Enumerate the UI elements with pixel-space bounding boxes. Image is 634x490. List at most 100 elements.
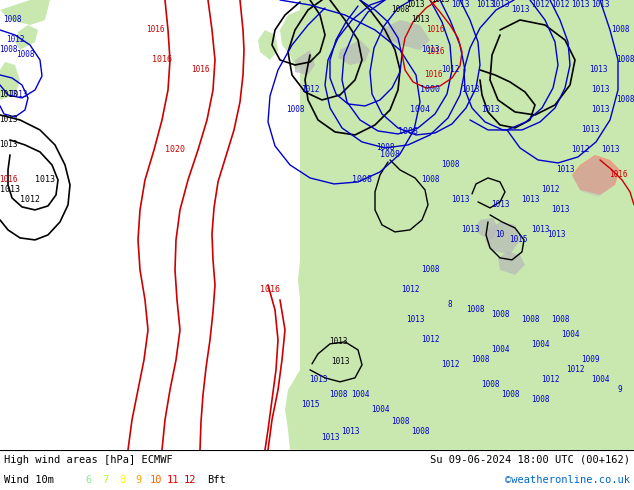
Text: 1013: 1013 bbox=[35, 175, 55, 184]
Text: 1013: 1013 bbox=[406, 316, 424, 324]
Text: 6: 6 bbox=[85, 475, 91, 485]
Text: 1008: 1008 bbox=[421, 266, 439, 274]
Text: 1013: 1013 bbox=[406, 0, 424, 9]
Text: 1013: 1013 bbox=[321, 433, 339, 442]
Polygon shape bbox=[430, 0, 634, 450]
Polygon shape bbox=[280, 10, 315, 70]
Text: 1013: 1013 bbox=[411, 16, 429, 24]
Text: 1013: 1013 bbox=[329, 337, 347, 346]
Text: 1008: 1008 bbox=[616, 96, 634, 104]
Text: 1008: 1008 bbox=[376, 144, 394, 152]
Text: 1004: 1004 bbox=[591, 375, 609, 384]
Text: 1008: 1008 bbox=[501, 391, 519, 399]
Text: 1012: 1012 bbox=[541, 375, 559, 384]
Text: 1008: 1008 bbox=[352, 175, 372, 184]
Text: 1008: 1008 bbox=[3, 16, 22, 24]
Text: 1013: 1013 bbox=[551, 205, 569, 215]
Polygon shape bbox=[258, 30, 278, 60]
Polygon shape bbox=[380, 20, 430, 50]
Text: 1013: 1013 bbox=[0, 141, 17, 149]
Text: 1000: 1000 bbox=[420, 85, 440, 95]
Text: 1008: 1008 bbox=[329, 391, 347, 399]
Text: 1008: 1008 bbox=[531, 395, 549, 404]
Text: 1013: 1013 bbox=[511, 5, 529, 15]
Text: Su 09-06-2024 18:00 UTC (00+162): Su 09-06-2024 18:00 UTC (00+162) bbox=[430, 455, 630, 465]
Text: 1013: 1013 bbox=[9, 91, 27, 99]
Text: 1008: 1008 bbox=[0, 46, 17, 54]
Text: 12: 12 bbox=[184, 475, 197, 485]
Text: 1008: 1008 bbox=[398, 127, 418, 136]
Text: 1008: 1008 bbox=[491, 310, 509, 319]
Text: 1012: 1012 bbox=[441, 66, 459, 74]
Text: 1016: 1016 bbox=[191, 66, 209, 74]
Text: 7: 7 bbox=[102, 475, 108, 485]
Polygon shape bbox=[0, 0, 50, 25]
Text: 1012: 1012 bbox=[551, 0, 569, 9]
Text: 1013: 1013 bbox=[331, 357, 349, 367]
Text: 9: 9 bbox=[618, 385, 623, 394]
Text: 8: 8 bbox=[119, 475, 125, 485]
Text: 1004: 1004 bbox=[531, 341, 549, 349]
Text: 1004: 1004 bbox=[491, 345, 509, 354]
Text: 1008: 1008 bbox=[466, 305, 484, 315]
Text: 1013: 1013 bbox=[0, 116, 17, 124]
Text: 1013: 1013 bbox=[556, 166, 574, 174]
Text: 1013: 1013 bbox=[476, 0, 495, 9]
Text: 1013: 1013 bbox=[591, 0, 609, 9]
Text: 1013: 1013 bbox=[461, 85, 479, 95]
Polygon shape bbox=[475, 218, 498, 240]
Polygon shape bbox=[400, 400, 634, 450]
Text: 1008: 1008 bbox=[286, 105, 304, 115]
Text: 1016: 1016 bbox=[0, 175, 17, 184]
Text: 1013: 1013 bbox=[309, 375, 327, 384]
Text: 1012: 1012 bbox=[401, 285, 419, 294]
Text: 1008: 1008 bbox=[411, 427, 429, 436]
Text: 1004: 1004 bbox=[371, 405, 389, 415]
Text: 1013: 1013 bbox=[591, 105, 609, 115]
Polygon shape bbox=[300, 0, 634, 450]
Text: 1008: 1008 bbox=[421, 175, 439, 184]
Polygon shape bbox=[475, 260, 540, 310]
Polygon shape bbox=[298, 210, 380, 310]
Text: 1012: 1012 bbox=[6, 35, 24, 45]
Text: 1008: 1008 bbox=[611, 25, 630, 34]
Text: 1013: 1013 bbox=[521, 196, 540, 204]
Polygon shape bbox=[338, 40, 370, 65]
Text: 1013: 1013 bbox=[531, 225, 549, 234]
Polygon shape bbox=[15, 25, 38, 50]
Text: 1013: 1013 bbox=[430, 0, 450, 4]
Text: 1012: 1012 bbox=[301, 85, 320, 95]
Text: Wind 10m: Wind 10m bbox=[4, 475, 54, 485]
Text: 1013: 1013 bbox=[591, 85, 609, 95]
Text: 10: 10 bbox=[150, 475, 162, 485]
Text: 1013: 1013 bbox=[451, 0, 469, 9]
Text: 9: 9 bbox=[136, 475, 142, 485]
Polygon shape bbox=[295, 50, 315, 75]
Polygon shape bbox=[572, 157, 618, 197]
Text: 1013: 1013 bbox=[491, 0, 509, 9]
Text: 1013: 1013 bbox=[601, 146, 619, 154]
Text: 1008: 1008 bbox=[441, 160, 459, 170]
Text: 1004: 1004 bbox=[351, 391, 369, 399]
Text: 1016: 1016 bbox=[146, 25, 164, 34]
Text: 1013: 1013 bbox=[461, 225, 479, 234]
Text: 1016: 1016 bbox=[609, 171, 627, 179]
Text: 1008: 1008 bbox=[551, 316, 569, 324]
Text: 1013: 1013 bbox=[571, 0, 589, 9]
Text: 1008: 1008 bbox=[616, 55, 634, 65]
Text: ©weatheronline.co.uk: ©weatheronline.co.uk bbox=[505, 475, 630, 485]
Polygon shape bbox=[285, 360, 385, 450]
Polygon shape bbox=[485, 222, 520, 255]
Text: 1012: 1012 bbox=[571, 146, 589, 154]
Text: 11: 11 bbox=[167, 475, 179, 485]
Text: 1008: 1008 bbox=[391, 417, 410, 426]
Text: 1013: 1013 bbox=[589, 66, 607, 74]
Text: 1004: 1004 bbox=[560, 330, 579, 340]
Text: 1004: 1004 bbox=[410, 105, 430, 115]
Text: 1009: 1009 bbox=[581, 355, 599, 365]
Text: 1008: 1008 bbox=[391, 5, 410, 15]
Text: 8: 8 bbox=[448, 300, 452, 309]
Text: 1012: 1012 bbox=[441, 360, 459, 369]
Text: 1013: 1013 bbox=[340, 427, 359, 436]
Text: 1016: 1016 bbox=[152, 55, 172, 65]
